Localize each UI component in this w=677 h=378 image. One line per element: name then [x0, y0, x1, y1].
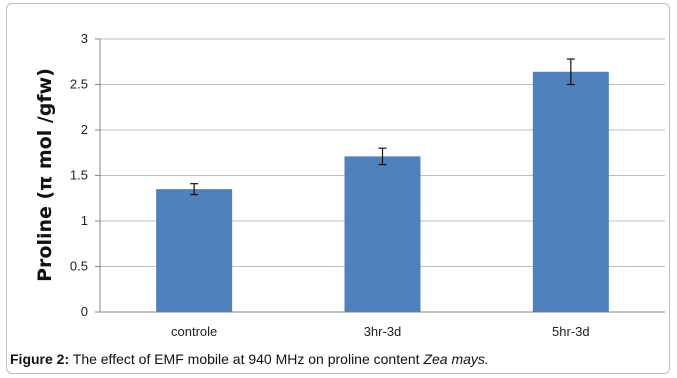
y-tick-label: 3	[81, 31, 88, 46]
x-tick-label: controle	[171, 324, 217, 339]
bars	[156, 71, 609, 312]
error-bar-3hr-3d	[378, 147, 387, 166]
bar-3hr-3d	[344, 156, 421, 312]
figure-caption: Figure 2: The effect of EMF mobile at 94…	[10, 351, 670, 367]
bar-chart: 0 0.5 1 1.5 2 2.5 3 controle 3hr-3d 5hr-3d Proli…	[34, 31, 665, 339]
y-axis-ticks: 0 0.5 1 1.5 2 2.5 3	[70, 31, 100, 319]
y-tick-label: 0	[81, 304, 88, 319]
y-axis-label: Proline (π mol /gfw)	[34, 68, 56, 282]
x-tick-label: 5hr-3d	[552, 324, 590, 339]
y-tick-label: 1	[81, 213, 88, 228]
bar-controle	[156, 189, 233, 312]
x-tick-label: 3hr-3d	[364, 324, 402, 339]
caption-label: Figure 2:	[10, 351, 70, 367]
y-tick-label: 2	[81, 122, 88, 137]
error-bar-5hr-3d	[566, 58, 575, 86]
y-tick-label: 1.5	[70, 168, 88, 183]
y-tick-label: 0.5	[70, 259, 88, 274]
x-axis-ticks: controle 3hr-3d 5hr-3d	[171, 324, 590, 339]
caption-text: The effect of EMF mobile at 940 MHz on p…	[69, 351, 424, 367]
error-bars	[190, 58, 575, 196]
bar-5hr-3d	[532, 71, 609, 312]
caption-species: Zea mays.	[423, 351, 489, 367]
error-bar-controle	[190, 183, 199, 196]
y-tick-label: 2.5	[70, 77, 88, 92]
